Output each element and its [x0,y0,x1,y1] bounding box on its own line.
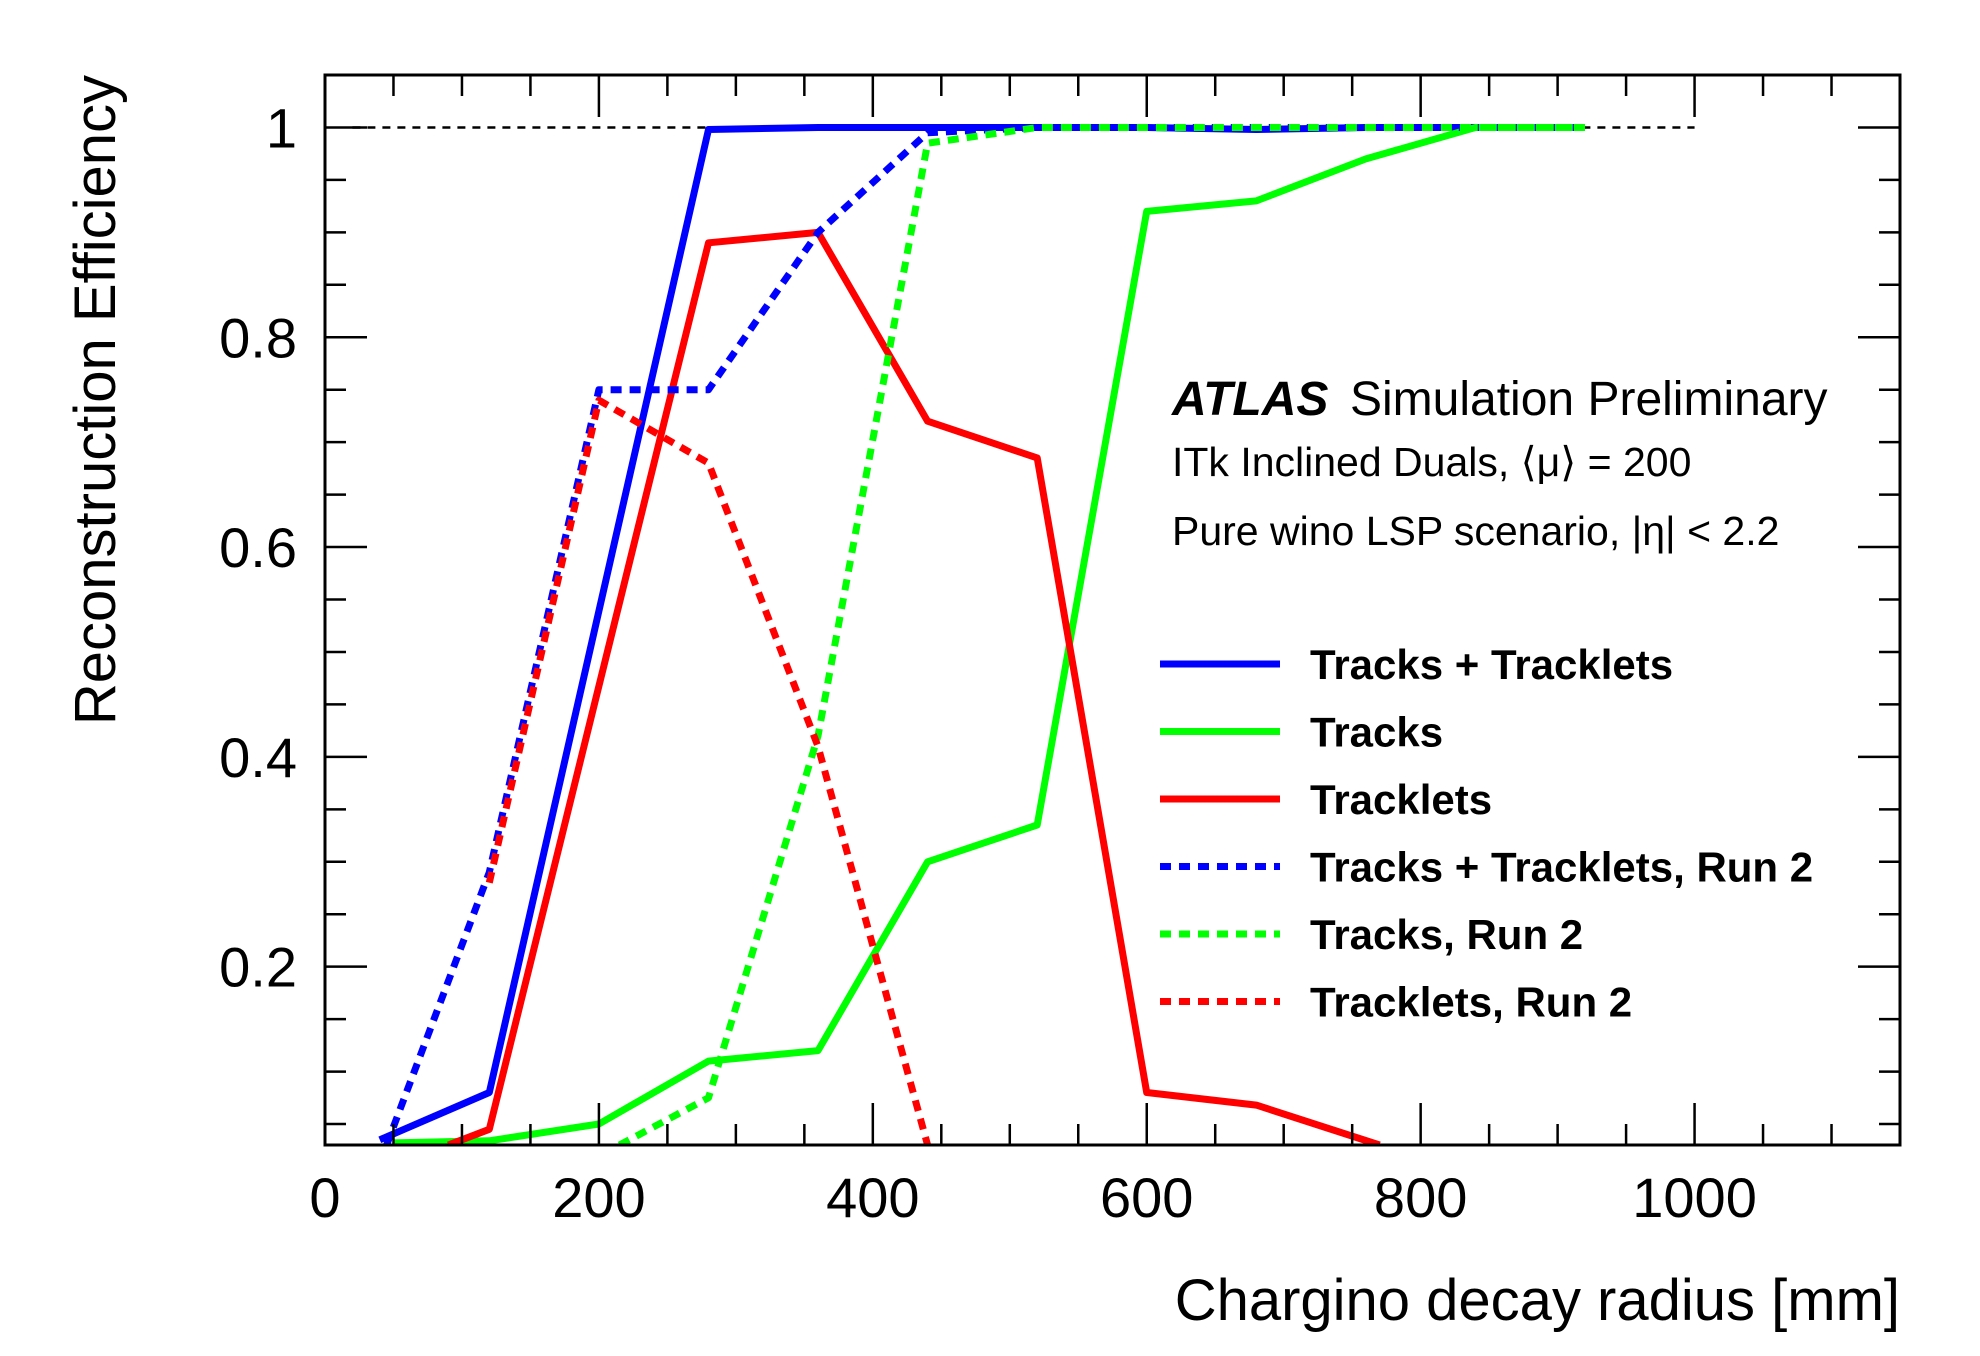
series-line-5 [617,124,1585,1145]
legend-label-3: Tracklets [1310,776,1492,823]
legend-label-5: Tracks, Run 2 [1310,911,1583,958]
atlas-label-block: ATLAS Simulation Preliminary ITk Incline… [1171,373,1828,554]
series-layer [378,124,1585,1145]
series-line-3 [447,228,1381,1145]
x-tick-label: 800 [1374,1166,1467,1229]
legend-label-4: Tracks + Tracklets, Run 2 [1310,844,1813,891]
legend-label-1: Tracks + Tracklets [1310,641,1673,688]
x-tick-label: 400 [826,1166,919,1229]
y-tick-label: 0.4 [219,726,297,789]
x-tick-label: 1000 [1632,1166,1757,1229]
info-line-scenario: Pure wino LSP scenario, |η| < 2.2 [1172,508,1779,554]
legend: Tracks + Tracklets Tracks Tracklets Tracks … [1160,641,1813,1026]
plot-frame [323,73,1902,1147]
x-tick-label: 200 [552,1166,645,1229]
x-tick-label: 600 [1100,1166,1193,1229]
atlas-label: ATLAS [1171,373,1328,426]
y-tick-label: 0.8 [219,306,297,369]
x-axis-title: Chargino decay radius [mm] [1175,1268,1900,1333]
series-line-6 [485,396,931,1145]
tick-label-layer: 0 200 400 600 800 1000 0.2 0.4 0.6 0.8 1 [219,96,1757,1229]
y-tick-label: 0.2 [219,936,297,999]
series-line-2 [393,124,1585,1145]
legend-label-2: Tracks [1310,709,1443,756]
y-tick-label: 0.6 [219,516,297,579]
legend-label-6: Tracklets, Run 2 [1310,979,1632,1026]
tick-layer [323,75,1900,1145]
y-axis-title: Reconstruction Efficiency [63,75,128,725]
info-line-pileup: ITk Inclined Duals, ⟨μ⟩ = 200 [1172,439,1691,485]
y-tick-label: 1 [266,96,297,159]
x-tick-label: 0 [309,1166,340,1229]
atlas-sublabel: Simulation Preliminary [1350,373,1828,426]
